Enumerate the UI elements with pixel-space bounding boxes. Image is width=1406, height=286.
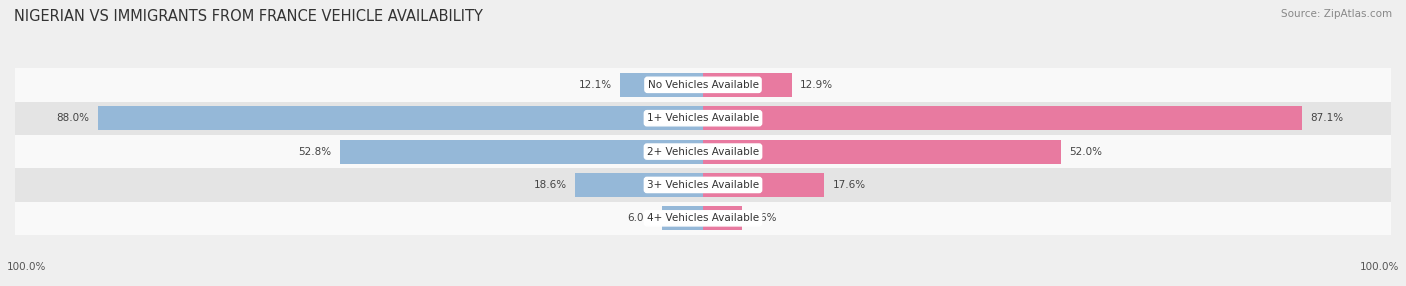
Bar (15, 168, 1391, 202)
Bar (15, 202, 1391, 235)
Bar (703, 140, 1060, 164)
Text: No Vehicles Available: No Vehicles Available (648, 80, 758, 90)
Text: 18.6%: 18.6% (534, 180, 567, 190)
Text: 5.6%: 5.6% (749, 213, 776, 223)
Text: 52.0%: 52.0% (1069, 147, 1102, 156)
Bar (662, 206, 703, 230)
Bar (97, 106, 703, 130)
Text: 12.1%: 12.1% (578, 80, 612, 90)
Text: 3+ Vehicles Available: 3+ Vehicles Available (647, 180, 759, 190)
Text: 52.8%: 52.8% (298, 147, 332, 156)
Bar (15, 68, 1391, 102)
Text: 100.0%: 100.0% (1360, 262, 1399, 272)
Text: 87.1%: 87.1% (1310, 113, 1344, 123)
Text: Source: ZipAtlas.com: Source: ZipAtlas.com (1281, 9, 1392, 19)
Bar (575, 173, 703, 197)
Bar (340, 140, 703, 164)
Text: 6.0%: 6.0% (627, 213, 654, 223)
Text: NIGERIAN VS IMMIGRANTS FROM FRANCE VEHICLE AVAILABILITY: NIGERIAN VS IMMIGRANTS FROM FRANCE VEHIC… (14, 9, 482, 23)
Bar (620, 73, 703, 97)
Text: 100.0%: 100.0% (7, 262, 46, 272)
Text: 12.9%: 12.9% (800, 80, 834, 90)
Bar (15, 102, 1391, 135)
Text: 2+ Vehicles Available: 2+ Vehicles Available (647, 147, 759, 156)
Text: 4+ Vehicles Available: 4+ Vehicles Available (647, 213, 759, 223)
Bar (703, 173, 824, 197)
Bar (15, 135, 1391, 168)
Bar (703, 206, 741, 230)
Bar (703, 106, 1302, 130)
Text: 17.6%: 17.6% (832, 180, 866, 190)
Text: 88.0%: 88.0% (56, 113, 90, 123)
Bar (703, 73, 792, 97)
Text: 1+ Vehicles Available: 1+ Vehicles Available (647, 113, 759, 123)
